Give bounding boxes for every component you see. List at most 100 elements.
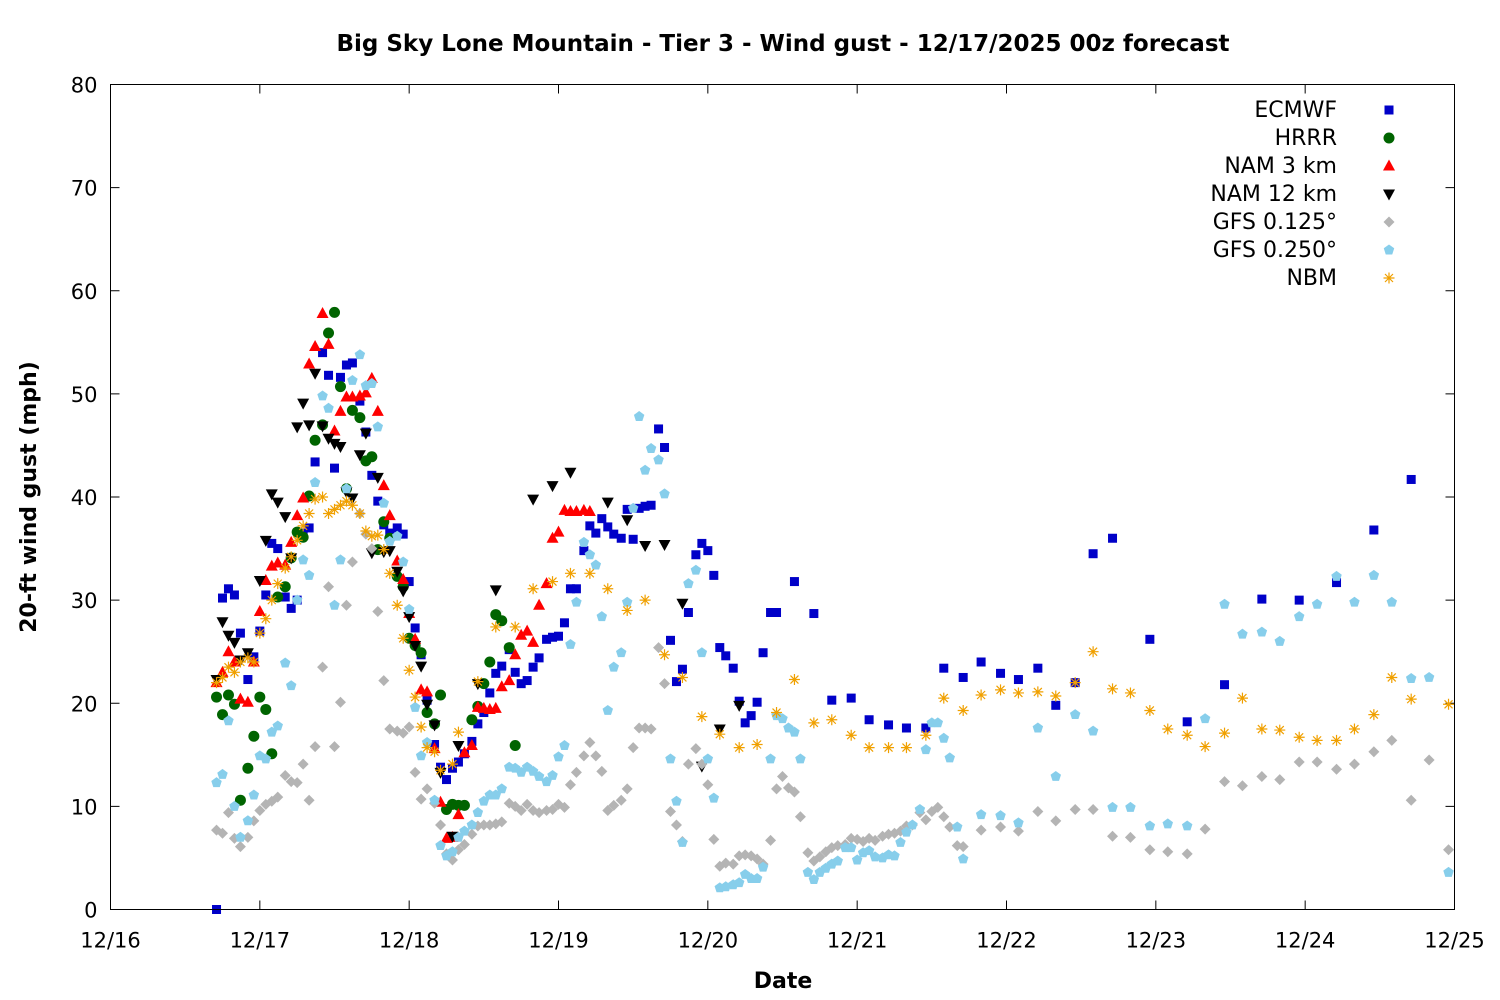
data-point [409,691,421,703]
x-tick-label: 12/23 [1126,929,1187,953]
data-point [709,570,719,580]
data-point [334,696,346,708]
data-point [279,769,291,781]
data-point [216,617,229,629]
data-point [788,674,800,686]
data-point [665,806,676,818]
data-point [901,723,911,733]
data-point [516,679,526,689]
data-point [907,819,918,830]
data-points [210,306,1455,914]
data-point [809,609,819,619]
data-point [564,467,577,479]
data-point [559,740,570,750]
data-point [323,402,334,413]
y-tick-label: 10 [71,795,98,819]
data-point [397,632,409,644]
data-point [254,691,266,703]
data-point [1274,635,1286,646]
data-point [228,666,240,678]
data-point [720,857,732,869]
data-point [229,800,240,811]
series-nbm [211,491,1455,776]
data-point [1107,830,1119,842]
data-point [608,799,620,811]
data-point [715,643,725,653]
data-point [845,842,857,853]
x-tick-label: 12/22 [976,929,1037,953]
data-point [628,534,638,544]
data-point [303,420,316,432]
data-point [291,594,303,605]
data-point [1219,727,1231,739]
data-point [223,584,233,594]
data-point [1144,844,1156,856]
data-point [975,824,987,836]
data-point [584,567,596,579]
data-point [659,488,670,499]
data-point [565,638,576,649]
data-point [421,783,433,795]
data-point [398,529,408,539]
data-point [584,549,596,560]
data-point [733,700,746,712]
data-point [1088,549,1098,559]
data-point [323,581,335,593]
data-point [752,697,762,707]
data-point [354,508,366,519]
data-point [491,668,501,678]
data-point [415,793,427,805]
data-point [286,603,296,613]
data-point [1293,731,1305,743]
data-point [771,707,783,719]
data-point [547,576,559,588]
data-point [1443,866,1454,877]
y-tick-label: 70 [71,177,98,201]
data-point [733,877,745,888]
plot-frame [110,84,1455,910]
data-point [1051,700,1061,710]
data-point [671,795,682,806]
data-point [548,632,558,642]
data-point [397,556,409,567]
data-point [666,635,675,645]
data-point [777,770,788,782]
data-point [359,386,372,398]
data-point [383,546,396,558]
data-point [265,559,278,571]
data-point [1107,683,1119,695]
data-point [391,566,404,578]
data-point [329,599,340,610]
data-point [766,608,776,617]
data-point [372,605,384,617]
data-point [353,450,366,462]
data-point [366,530,378,542]
legend-marker [1383,189,1395,201]
data-point [590,750,602,762]
data-point [243,675,253,685]
data-point [558,801,570,813]
data-point [914,803,926,814]
y-tick-label: 50 [71,383,98,407]
data-point [658,539,671,551]
data-point [938,811,950,823]
data-point [659,678,671,690]
data-point [397,586,410,598]
data-point [802,847,814,859]
data-point [324,370,334,380]
data-point [1293,611,1305,622]
data-point [235,628,245,638]
data-point [234,841,246,853]
data-point [808,874,820,885]
data-point [421,685,434,697]
data-point [347,374,358,385]
data-point [260,613,272,625]
data-point [223,715,234,726]
data-point [322,433,335,445]
data-point [554,631,563,641]
data-point [708,792,720,803]
data-point [466,714,478,726]
data-point [863,845,875,856]
x-tick-label: 12/19 [528,929,589,953]
data-point [329,741,340,753]
